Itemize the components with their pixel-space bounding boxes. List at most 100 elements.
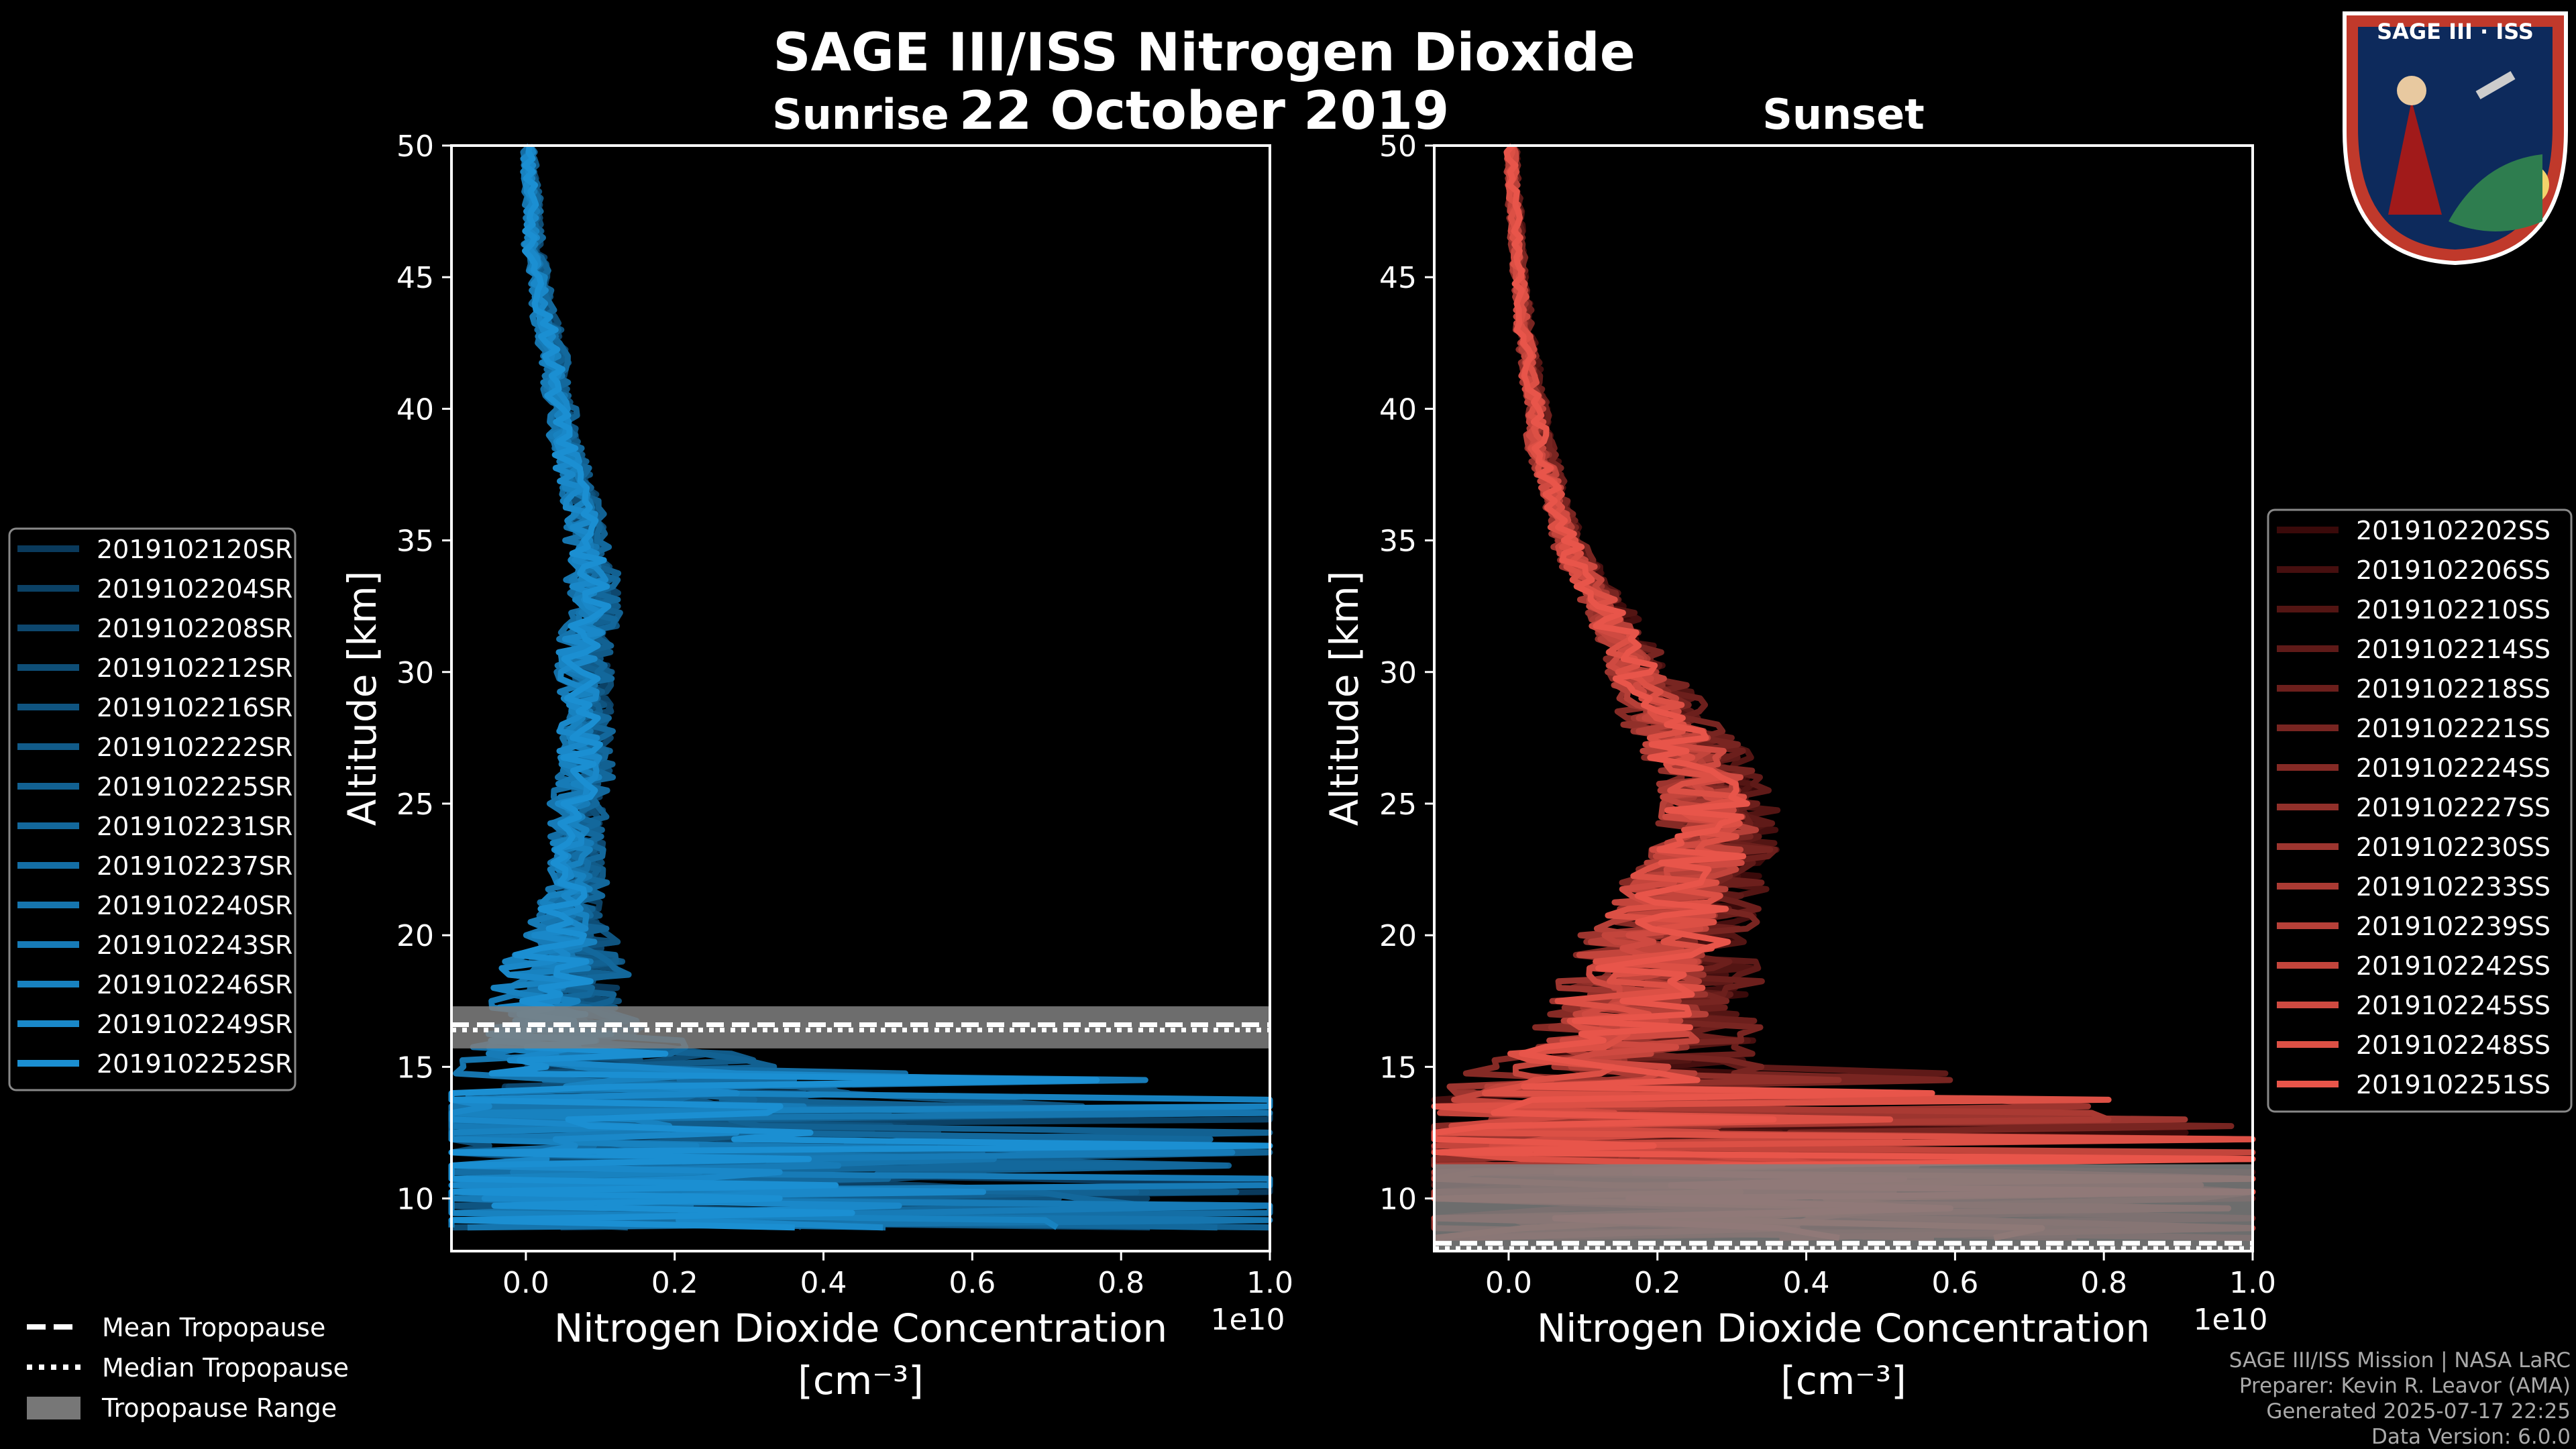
sunset-tropopause	[1434, 1164, 2253, 1251]
sunrise-x-tick-label: 0.2	[651, 1266, 698, 1300]
sunrise-legend-label: 2019102249SR	[97, 1010, 292, 1039]
sunrise-x-tick-label: 1.0	[1246, 1266, 1293, 1300]
sunset-y-ticks: 10 15 20 25 30 35 40 45 50	[1379, 129, 1434, 1217]
credit-preparer: Preparer: Kevin R. Leavor (AMA)	[2239, 1374, 2571, 1398]
sunrise-y-tick-label: 20	[396, 919, 434, 953]
sunset-y-tick-label: 50	[1379, 129, 1417, 164]
sunset-xlabel-line2: [cm⁻³]	[1780, 1358, 1907, 1403]
sunrise-tropopause	[451, 1006, 1270, 1049]
sunrise-legend-label: 2019102216SR	[97, 693, 292, 722]
sunrise-legend-label: 2019102208SR	[97, 614, 292, 643]
sunset-legend-label: 2019102230SS	[2356, 833, 2551, 862]
sunset-x-offset: 1e10	[2193, 1303, 2267, 1337]
sunset-legend-entries: 2019102202SS 2019102206SS 2019102210SS 2019…	[2277, 516, 2551, 1099]
sunset-ylabel: Altitude [km]	[1322, 571, 1367, 826]
sunrise-legend-label: 2019102246SR	[97, 970, 292, 1000]
sunset-y-tick-label: 25	[1379, 788, 1417, 822]
sunset-title: Sunset	[1762, 90, 1925, 139]
logo-figure-robe-icon	[2388, 101, 2442, 215]
sunset-legend-label: 2019102210SS	[2356, 595, 2551, 625]
sunset-legend-label: 2019102214SS	[2356, 635, 2551, 664]
sunrise-legend-label: 2019102225SR	[97, 772, 292, 802]
mean-tropopause-label: Mean Tropopause	[102, 1313, 325, 1342]
sunrise-legend: 2019102120SR 2019102204SR 2019102208SR 2019…	[8, 527, 297, 1091]
sunset-y-tick-label: 45	[1379, 261, 1417, 295]
sunset-legend-label: 2019102221SS	[2356, 714, 2551, 743]
tropopause-legend: Mean Tropopause Median Tropopause Tropop…	[27, 1313, 349, 1423]
sunrise-legend-entries: 2019102120SR 2019102204SR 2019102208SR 2019…	[17, 535, 292, 1079]
sunset-axes-frame	[1433, 144, 2254, 1252]
sunset-legend-label: 2019102202SS	[2356, 516, 2551, 545]
sunrise-y-tick-label: 45	[396, 261, 434, 295]
sunrise-x-tick-label: 0.8	[1097, 1266, 1144, 1300]
sunrise-legend-label: 2019102243SR	[97, 930, 292, 960]
sunset-panel: Sunset 0.0 0.2 0.4 0.6 0.8 1.0 10 15 20 25 30 35 40…	[1322, 90, 2276, 1403]
sunset-x-tick-label: 0.0	[1485, 1266, 1532, 1300]
sunrise-legend-label: 2019102237SR	[97, 851, 292, 881]
sage-iii-iss-logo: SAGE III · ISS	[2343, 11, 2568, 266]
credit-mission: SAGE III/ISS Mission | NASA LaRC	[2229, 1348, 2571, 1373]
logo-earth-icon	[2449, 154, 2542, 231]
sunset-legend-label: 2019102224SS	[2356, 753, 2551, 783]
median-tropopause-label: Median Tropopause	[102, 1353, 349, 1383]
sunrise-y-tick-label: 25	[396, 788, 434, 822]
tropopause-range-swatch	[27, 1397, 80, 1419]
sunrise-y-ticks: 10 15 20 25 30 35 40 45 50	[396, 129, 451, 1217]
sunrise-xlabel-line1: Nitrogen Dioxide Concentration	[554, 1305, 1167, 1351]
sunset-y-tick-label: 10	[1379, 1183, 1417, 1217]
sunset-legend-label: 2019102245SS	[2356, 991, 2551, 1020]
sunset-legend-label: 2019102233SS	[2356, 872, 2551, 902]
sunrise-legend-label: 2019102222SR	[97, 733, 292, 762]
sunset-legend-box	[2267, 508, 2573, 1113]
sunrise-x-tick-label: 0.0	[502, 1266, 549, 1300]
sunrise-y-tick-label: 35	[396, 525, 434, 559]
sunrise-legend-label: 2019102212SR	[97, 653, 292, 683]
credit-generated: Generated 2025-07-17 22:25	[2266, 1399, 2571, 1424]
sunrise-y-tick-label: 40	[396, 392, 434, 427]
sunrise-y-tick-label: 10	[396, 1183, 434, 1217]
sunrise-x-ticks: 0.0 0.2 0.4 0.6 0.8 1.0	[502, 1251, 1293, 1300]
sunrise-y-tick-label: 15	[396, 1051, 434, 1085]
logo-title: SAGE III · ISS	[2377, 19, 2534, 44]
tropopause-range-label: Tropopause Range	[101, 1393, 337, 1423]
figure-date: 22 October 2019	[959, 81, 1450, 142]
sunrise-x-tick-label: 0.6	[949, 1266, 996, 1300]
credits: SAGE III/ISS Mission | NASA LaRC Prepare…	[2229, 1348, 2571, 1449]
sunrise-legend-label: 2019102204SR	[97, 574, 292, 604]
sunrise-legend-label: 2019102120SR	[97, 535, 292, 564]
sunrise-x-offset: 1e10	[1210, 1303, 1285, 1337]
sunset-x-tick-label: 0.8	[2080, 1266, 2127, 1300]
sunset-x-ticks: 0.0 0.2 0.4 0.6 0.8 1.0	[1485, 1251, 2276, 1300]
sunset-legend-label: 2019102239SS	[2356, 912, 2551, 941]
sunrise-ylabel: Altitude [km]	[339, 571, 385, 826]
sunset-x-tick-label: 0.2	[1634, 1266, 1681, 1300]
logo-station-icon	[2475, 70, 2516, 100]
sunrise-legend-label: 2019102252SR	[97, 1049, 292, 1079]
sunset-y-tick-label: 20	[1379, 919, 1417, 953]
sunset-traces	[1431, 144, 2256, 1241]
sunrise-axes-frame	[450, 144, 1271, 1252]
sunset-series-line	[1431, 144, 2256, 1241]
sunrise-x-tick-label: 0.4	[800, 1266, 847, 1300]
sunset-legend-label: 2019102251SS	[2356, 1070, 2551, 1099]
sunrise-y-tick-label: 30	[396, 656, 434, 690]
sunrise-legend-label: 2019102231SR	[97, 812, 292, 841]
sunset-legend-label: 2019102206SS	[2356, 555, 2551, 585]
sunrise-xlabel-line2: [cm⁻³]	[798, 1358, 924, 1403]
sunset-legend-label: 2019102242SS	[2356, 951, 2551, 981]
logo-figure-head-icon	[2397, 76, 2426, 105]
sunrise-legend-label: 2019102240SR	[97, 891, 292, 920]
sunset-legend-label: 2019102218SS	[2356, 674, 2551, 704]
sunrise-title: Sunrise	[772, 90, 949, 139]
sunset-y-tick-label: 35	[1379, 525, 1417, 559]
sunset-x-tick-label: 0.4	[1783, 1266, 1830, 1300]
sunset-legend-label: 2019102248SS	[2356, 1030, 2551, 1060]
sunset-y-tick-label: 40	[1379, 392, 1417, 427]
sunrise-tropopause-range	[451, 1006, 1270, 1049]
credit-version: Data Version: 6.0.0	[2371, 1425, 2571, 1449]
sunset-y-tick-label: 30	[1379, 656, 1417, 690]
sunset-tropopause-range	[1434, 1164, 2253, 1251]
sunrise-legend-box	[8, 527, 297, 1091]
sunset-x-tick-label: 1.0	[2229, 1266, 2276, 1300]
